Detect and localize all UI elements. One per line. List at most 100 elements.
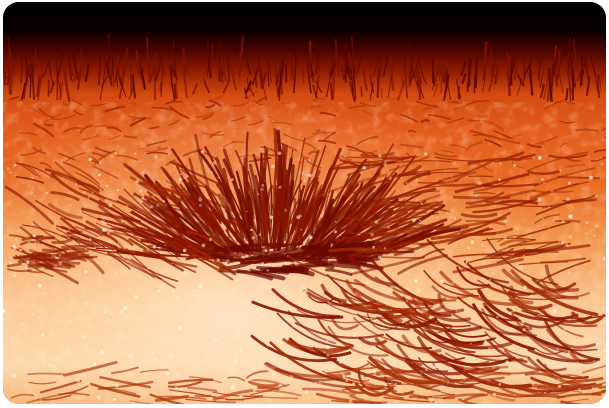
fibril [107,134,121,141]
spicule [445,72,452,101]
bright-granule [499,162,502,166]
bright-granule [300,228,302,231]
fibril [407,130,417,133]
bright-granule [362,165,366,170]
bright-granule [317,380,322,385]
bright-granule [576,360,579,363]
bright-granule [264,180,266,182]
fibril [440,353,490,365]
fibril [63,360,118,377]
bright-granule [171,262,174,265]
spicule [387,74,392,98]
fibril [272,160,278,250]
fibril [590,386,606,389]
bright-granule [432,395,435,398]
bright-granule [600,162,604,166]
bright-granule [144,380,147,383]
fibril [248,380,279,388]
bright-granule [174,386,179,391]
fibril [8,234,26,239]
fibril [250,384,290,396]
fibril [356,135,378,145]
fibril [157,146,169,151]
fibril [15,176,45,184]
bright-granule [540,322,543,325]
spicule [172,39,177,78]
bright-granule [355,314,359,318]
bright-granule [142,171,145,174]
fibril [251,379,287,387]
bright-granule [272,372,276,376]
fibril [364,200,421,205]
bright-granule [179,349,181,351]
fibril [88,156,98,162]
fibril [40,258,61,262]
bright-granule [155,271,157,274]
spicule [23,65,29,100]
spicule [312,84,318,99]
bright-granule [447,381,450,384]
bright-granule [550,189,554,193]
fibril [226,257,259,264]
fibril [504,134,514,140]
bright-granule [341,301,344,304]
spicule [5,37,10,74]
fibril [559,120,576,124]
bright-granule [139,160,141,163]
fibril [186,386,218,393]
fibril [486,380,539,394]
bright-granule [133,152,137,155]
fibril [557,175,600,180]
fibril [454,172,530,194]
bright-granule [305,174,308,177]
fibril [287,254,366,287]
bright-granule [345,379,348,383]
bright-granule [210,171,214,174]
fibril [320,185,376,240]
bright-granule [105,184,109,188]
spicule [159,56,166,92]
fibril [60,217,81,234]
spicule [290,56,295,81]
fibril [318,139,337,145]
bright-granule [198,197,203,202]
bright-granule [43,291,46,294]
fibril [301,156,322,169]
fibril [482,119,504,132]
fibril [227,376,246,382]
bright-granule [440,279,444,284]
fibril [542,199,595,209]
fibril [443,282,491,290]
spicule [329,82,334,101]
fibril [540,135,558,143]
bright-granule [393,359,396,363]
bright-granule [261,261,265,265]
spicule [251,67,259,86]
bright-granule [303,179,306,183]
fibril [536,386,583,391]
bright-granule [274,301,277,304]
bright-granule [74,183,78,186]
bright-granule [437,241,439,243]
fibril [458,398,480,404]
fibril [101,244,148,258]
fibril [153,241,180,260]
bright-granule [198,284,203,288]
fibril [463,260,533,296]
fibril [56,262,72,268]
fibril [366,387,404,400]
fibril [116,154,138,161]
bright-granule [284,261,287,264]
bright-granule [134,295,138,299]
spicule [493,60,500,85]
spicule [139,60,145,73]
fibril [320,283,347,303]
bright-granule [192,289,195,292]
fibril [146,140,168,147]
bright-granule [253,367,257,371]
fibril [295,217,323,250]
fibril [264,362,344,382]
bright-granule [265,250,267,252]
fibril [172,241,223,270]
fibril [350,190,396,231]
